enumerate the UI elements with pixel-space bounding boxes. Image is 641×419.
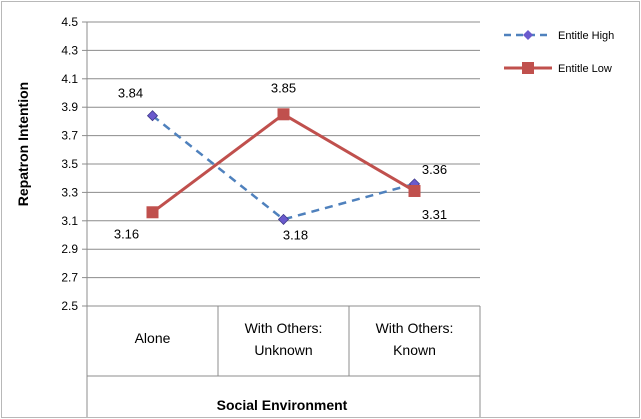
y-tick-label: 4.5 xyxy=(61,15,78,29)
x-category-labels: Alone With Others: Unknown With Others: Know… xyxy=(135,320,454,358)
y-tick-label: 3.5 xyxy=(61,157,78,171)
legend: Entitle High Entitle Low xyxy=(504,30,614,75)
data-label: 3.85 xyxy=(271,80,296,95)
category-label: Unknown xyxy=(254,342,312,358)
legend-label: Entitle Low xyxy=(558,63,612,75)
y-tick-label: 3.7 xyxy=(61,129,78,143)
data-point-entitle-low xyxy=(408,184,421,197)
legend-label: Entitle High xyxy=(558,30,614,42)
y-tick-label: 2.5 xyxy=(61,299,78,313)
category-label: With Others: xyxy=(245,320,323,336)
data-label: 3.18 xyxy=(283,227,308,242)
y-tick-label: 3.1 xyxy=(61,214,78,228)
data-label: 3.16 xyxy=(114,226,139,241)
legend-marker-diamond xyxy=(523,30,533,40)
series-markers xyxy=(146,108,421,225)
x-axis-title: Social Environment xyxy=(217,397,348,413)
data-label: 3.31 xyxy=(422,207,447,222)
category-label: Known xyxy=(393,342,436,358)
data-point-entitle-low xyxy=(277,108,290,121)
data-labels: 3.84 3.18 3.36 3.16 3.85 3.31 xyxy=(114,80,447,242)
y-tick-label: 4.3 xyxy=(61,43,78,57)
y-tick-label: 3.9 xyxy=(61,100,78,114)
series-lines xyxy=(151,112,416,221)
series-line-entitle-low xyxy=(151,112,416,214)
data-point-entitle-low xyxy=(146,206,159,219)
series-line-entitle-high xyxy=(151,114,415,221)
data-label: 3.36 xyxy=(422,162,447,177)
y-tick-label: 2.9 xyxy=(61,242,78,256)
data-point-entitle-high xyxy=(146,110,159,122)
category-label: Alone xyxy=(135,330,171,346)
data-point-entitle-high xyxy=(277,213,290,225)
data-label: 3.84 xyxy=(118,86,143,101)
y-tick-label: 4.1 xyxy=(61,72,78,86)
gridlines xyxy=(87,21,480,307)
y-tick-label: 3.3 xyxy=(61,185,78,199)
category-label: With Others: xyxy=(376,320,454,336)
y-tick-labels: 2.5 2.7 2.9 3.1 3.3 3.5 3.7 3.9 4.1 4.3 4.5 xyxy=(61,15,78,313)
axes xyxy=(82,21,481,417)
y-tick-label: 2.7 xyxy=(61,271,78,285)
y-axis-title: Repatron Intention xyxy=(15,82,31,206)
legend-marker-square xyxy=(522,62,534,74)
